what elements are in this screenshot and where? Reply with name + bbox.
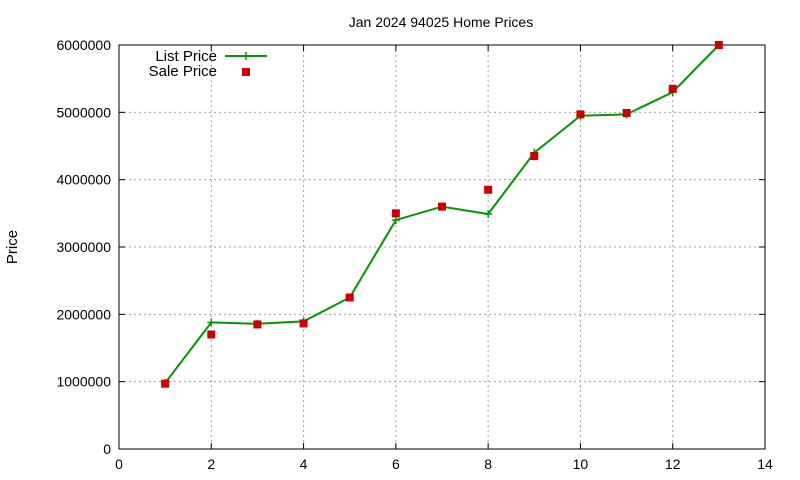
sale-price-point bbox=[622, 109, 631, 118]
series bbox=[161, 41, 723, 388]
x-tick-label: 8 bbox=[484, 456, 492, 472]
y-axis-label: Price bbox=[4, 230, 21, 264]
y-tick-label: 3000000 bbox=[56, 239, 111, 255]
sale-price-point bbox=[161, 379, 170, 388]
chart-title: Jan 2024 94025 Home Prices bbox=[349, 14, 533, 30]
y-tick-label: 6000000 bbox=[56, 37, 111, 53]
grid bbox=[119, 45, 765, 449]
sale-price-point bbox=[253, 320, 262, 329]
legend-label-list-price: List Price bbox=[155, 48, 217, 65]
series-line-list-price bbox=[164, 44, 720, 384]
axis-ticks: 0 2 4 6 8 10 12 14 0 1000000 2000000 3000000 4000000… bbox=[56, 37, 773, 472]
legend: List Price Sale Price bbox=[149, 48, 267, 80]
y-tick-label: 1000000 bbox=[56, 374, 111, 390]
sale-price-point bbox=[576, 110, 585, 119]
sale-price-point bbox=[345, 293, 354, 302]
x-tick-label: 14 bbox=[757, 456, 773, 472]
y-tick-label: 4000000 bbox=[56, 172, 111, 188]
sale-price-point bbox=[714, 41, 723, 49]
x-tick-label: 4 bbox=[300, 456, 308, 472]
sale-price-point bbox=[530, 152, 539, 161]
x-tick-label: 6 bbox=[392, 456, 400, 472]
list-price-point bbox=[484, 210, 493, 219]
y-tick-label: 0 bbox=[103, 441, 111, 457]
y-tick-label: 2000000 bbox=[56, 306, 111, 322]
x-tick-label: 2 bbox=[207, 456, 215, 472]
sale-price-point bbox=[207, 330, 216, 339]
list-price-point bbox=[391, 216, 400, 225]
sale-price-point bbox=[668, 84, 677, 93]
list-price-point bbox=[207, 318, 216, 327]
x-tick-label: 10 bbox=[573, 456, 589, 472]
sale-price-point bbox=[484, 185, 493, 194]
legend-swatch-sale-price bbox=[242, 68, 250, 76]
x-tick-label: 0 bbox=[115, 456, 123, 472]
legend-swatches bbox=[225, 52, 267, 76]
y-tick-label: 5000000 bbox=[56, 104, 111, 120]
sale-price-point bbox=[391, 209, 400, 218]
legend-label-sale-price: Sale Price bbox=[149, 63, 217, 80]
x-tick-label: 12 bbox=[665, 456, 681, 472]
sale-price-point bbox=[299, 319, 308, 328]
sale-price-point bbox=[438, 202, 446, 211]
